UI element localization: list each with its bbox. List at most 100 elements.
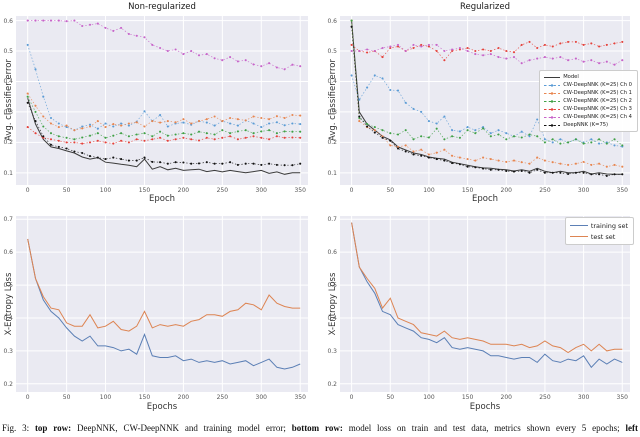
series-cw-deepnnk-k-25-ch-1 <box>26 92 302 132</box>
legend-item: CW-DeepNNK (K=25) Ch 4 <box>544 113 632 121</box>
series-cw-deepnnk-k-25-ch-4 <box>350 43 624 66</box>
x-axis-label: Epochs <box>469 402 501 412</box>
legend-line-sample <box>569 236 588 237</box>
caption-segment: DeepNNK, CW-DeepNNK and training model e… <box>71 423 292 433</box>
y-tick-label: 0.1 <box>327 169 337 177</box>
legend-line-sample <box>544 83 561 87</box>
y-tick-label: 0.3 <box>3 108 13 116</box>
plot-background <box>340 216 630 392</box>
x-axis-label: Epoch <box>471 194 499 204</box>
y-tick-label: 0.6 <box>3 17 13 25</box>
x-tick-label: 200 <box>500 187 512 194</box>
legend-item: training set <box>569 220 628 231</box>
x-tick-label: 50 <box>62 394 71 401</box>
chart-loss-non-regularized: X-Entropy Loss Epochs 0.2 0.3 0.4 0.5 0.6 0.7… <box>0 214 320 414</box>
x-tick-label: 250 <box>216 394 229 401</box>
legend-label: CW-DeepNNK (K=25) Ch 1 <box>563 90 632 96</box>
x-tick-label: 0 <box>349 394 354 401</box>
legend-line-sample <box>544 76 561 78</box>
plot-area-loss-non-regularized <box>16 216 308 392</box>
gridlines <box>16 216 308 392</box>
caption-segment: top row: <box>34 423 72 433</box>
legend: training set test set <box>564 217 634 245</box>
y-tick-label: 0.3 <box>3 347 13 355</box>
caption-segment: model loss on train and test data, metri… <box>342 423 626 433</box>
x-tick-label: 50 <box>62 187 71 194</box>
legend-label: CW-DeepNNK (K=25) Ch 2 <box>563 98 632 104</box>
gridlines <box>16 16 308 185</box>
legend: Model CW-DeepNNK (K=25) Ch 0 CW-DeepNNK (K… <box>539 70 638 132</box>
caption-segment: left <box>625 423 638 433</box>
y-tick-label: 0.5 <box>327 282 337 290</box>
legend-label: CW-DeepNNK (K=25) Ch 0 <box>563 82 632 88</box>
y-tick-label: 0.4 <box>3 314 13 322</box>
x-tick-label: 150 <box>138 187 151 194</box>
x-tick-label: 250 <box>539 394 551 401</box>
x-tick-label: 350 <box>616 187 628 194</box>
series-cw-deepnnk-k-25-ch-4 <box>26 19 302 71</box>
x-tick-label: 200 <box>500 394 512 401</box>
legend-item: CW-DeepNNK (K=25) Ch 1 <box>544 89 632 97</box>
y-tick-label: 0.5 <box>3 48 13 56</box>
x-tick-label: 100 <box>423 394 435 401</box>
x-tick-label: 300 <box>255 187 267 194</box>
legend-line-sample <box>544 91 561 95</box>
y-tick-label: 0.6 <box>327 249 337 257</box>
plot-background <box>16 216 308 392</box>
plot-area-error-non-regularized <box>16 16 308 185</box>
caption-segment: Fig. 3: <box>2 423 35 433</box>
y-tick-label: 0.5 <box>3 282 13 290</box>
legend-item: CW-DeepNNK (K=25) Ch 0 <box>544 81 632 89</box>
legend-line-sample <box>544 99 561 103</box>
x-tick-label: 0 <box>25 394 30 401</box>
y-tick-label: 0.2 <box>327 380 337 388</box>
y-axis-label: Avg. classifier error <box>4 59 14 141</box>
legend-label: CW-DeepNNK (K=25) Ch 3 <box>563 106 632 112</box>
x-tick-label: 100 <box>423 187 435 194</box>
legend-label: DeepNNK (K=75) <box>563 122 609 128</box>
chart-loss-regularized: X-Entropy Loss Epochs 0.2 0.3 0.4 0.5 0.6 0.7… <box>320 214 640 414</box>
x-tick-label: 200 <box>177 187 190 194</box>
series-cw-deepnnk-k-25-ch-2 <box>26 95 302 141</box>
x-tick-label: 150 <box>461 394 474 401</box>
legend-item: test set <box>569 231 628 242</box>
legend-label: training set <box>590 221 628 230</box>
x-tick-label: 100 <box>99 394 112 401</box>
y-tick-label: 0.4 <box>3 78 13 86</box>
y-tick-label: 0.3 <box>327 108 337 116</box>
legend-line-sample <box>544 115 561 119</box>
legend-item: Model <box>544 73 632 81</box>
x-tick-label: 300 <box>255 394 267 401</box>
y-tick-label: 0.1 <box>3 169 13 177</box>
caption-segment: bottom row: <box>291 423 343 433</box>
y-tick-label: 0.4 <box>327 314 337 322</box>
x-tick-label: 300 <box>577 187 590 194</box>
figure-caption: Fig. 3: top row: DeepNNK, CW-DeepNNK and… <box>0 422 640 437</box>
chart-title: Regularized <box>459 2 511 12</box>
plot-area-error-regularized <box>340 16 630 185</box>
x-tick-label: 150 <box>461 187 474 194</box>
x-axis-label: Epochs <box>146 402 178 412</box>
x-axis-label: Epoch <box>148 194 176 204</box>
x-tick-label: 150 <box>138 394 151 401</box>
legend-label: test set <box>590 232 616 241</box>
y-tick-label: 0.5 <box>327 48 337 56</box>
y-tick-label: 0.6 <box>3 249 13 257</box>
plot-background <box>16 16 308 185</box>
legend-line-sample <box>569 225 588 226</box>
x-tick-label: 0 <box>349 187 354 194</box>
y-tick-label: 0.2 <box>327 139 337 147</box>
x-tick-label: 50 <box>386 394 395 401</box>
series-cw-deepnnk-k-25-ch-3 <box>350 40 624 62</box>
x-tick-label: 0 <box>25 187 30 194</box>
legend-line-sample <box>544 123 561 127</box>
x-tick-label: 250 <box>216 187 229 194</box>
chart-title: Non-regularized <box>128 2 196 12</box>
series-training-set <box>27 238 301 370</box>
y-tick-label: 0.2 <box>3 139 13 147</box>
legend-label: CW-DeepNNK (K=25) Ch 4 <box>563 114 632 120</box>
series-cw-deepnnk-k-25-ch-3 <box>26 126 302 145</box>
legend-label: Model <box>563 74 579 80</box>
y-tick-label: 0.4 <box>327 78 337 86</box>
